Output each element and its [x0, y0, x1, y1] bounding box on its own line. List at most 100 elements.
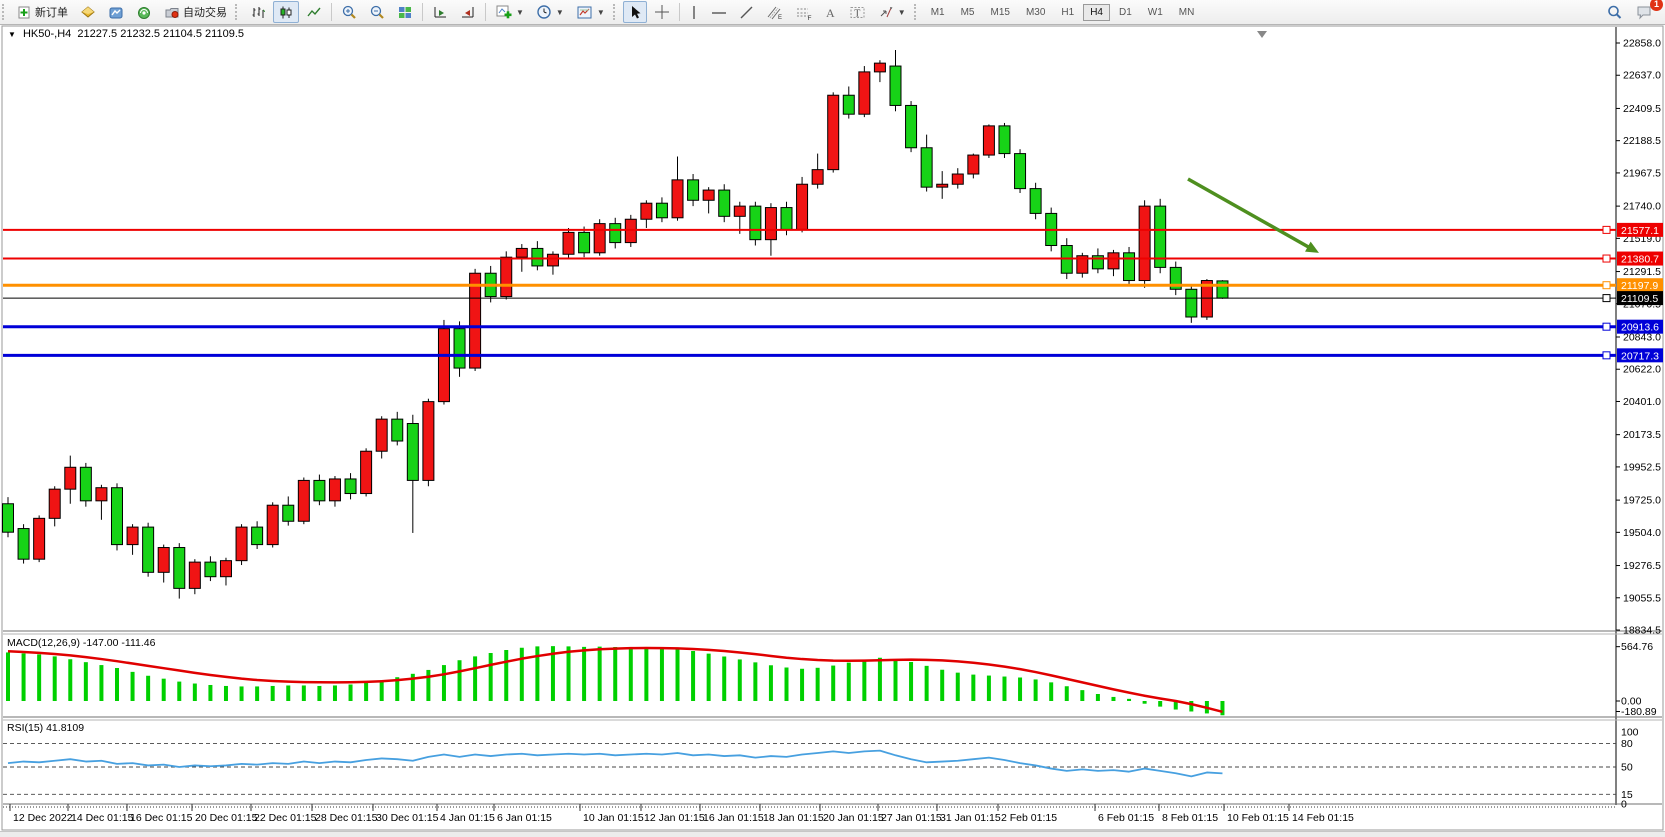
chart-area[interactable]: 22858.0 22637.0 22409.5 22188.5 21967.5 21740… [0, 25, 1665, 831]
svg-text:19725.0: 19725.0 [1623, 495, 1661, 507]
line-chart-type-button[interactable] [301, 1, 327, 23]
timeframe-button-d1[interactable]: D1 [1119, 7, 1132, 18]
timeframe-button-m30[interactable]: M30 [1025, 7, 1046, 18]
arrows-caret: ▼ [897, 7, 906, 17]
candle-chart-type-button[interactable] [273, 1, 299, 23]
add-indicator-caret: ▼ [516, 7, 524, 17]
macd-indicator-label: MACD(12,26,9) -147.00 -111.46 [7, 637, 156, 649]
chart-profile-button[interactable] [75, 1, 101, 23]
vertical-line-tool-button[interactable] [684, 1, 704, 23]
svg-text:A: A [826, 6, 835, 20]
fibonacci-tool-button[interactable]: F [790, 1, 817, 23]
svg-text:6 Feb 01:15: 6 Feb 01:15 [1098, 812, 1154, 824]
auto-scroll-button[interactable] [427, 1, 453, 23]
add-indicator-button[interactable]: ▼ [490, 1, 529, 23]
timeframe-group: M1 M5 M15 M30 H1 H4 D1 W1 MN [923, 4, 1203, 21]
profile-icon [80, 5, 96, 20]
chart-title: ▼ HK50-,H4 21227.5 21232.5 21104.5 21109… [8, 28, 244, 40]
arrows-shapes-icon [878, 5, 894, 20]
fibonacci-icon: F [795, 5, 812, 20]
zoom-out-button[interactable] [364, 1, 390, 23]
svg-text:18834.5: 18834.5 [1623, 625, 1661, 637]
period-clock-icon [536, 4, 552, 20]
template-button[interactable]: ▼ [571, 1, 610, 23]
text-tool-button[interactable]: A [819, 1, 842, 23]
candle-chart-icon [278, 5, 294, 20]
candlestick-series [2, 50, 1229, 599]
macd-signal-line [7, 646, 1223, 713]
svg-text:18 Jan 01:15: 18 Jan 01:15 [763, 812, 824, 824]
svg-text:19055.5: 19055.5 [1623, 592, 1661, 604]
svg-text:8 Feb 01:15: 8 Feb 01:15 [1162, 812, 1218, 824]
crosshair-tool-button[interactable] [649, 1, 675, 23]
trend-arrow-annotation[interactable] [1187, 177, 1313, 251]
svg-text:T: T [854, 8, 860, 19]
svg-text:2 Feb 01:15: 2 Feb 01:15 [1001, 812, 1057, 824]
trendline-tool-button[interactable] [734, 1, 759, 23]
chart-shift-marker[interactable] [1257, 31, 1267, 38]
arrows-tool-button[interactable]: ▼ [873, 1, 911, 23]
notifications-button[interactable]: 1 [1630, 0, 1663, 23]
timeframe-button-m1[interactable]: M1 [930, 7, 945, 18]
toolbar-grip[interactable] [235, 4, 242, 20]
svg-text:19276.5: 19276.5 [1623, 560, 1661, 572]
svg-text:16 Jan 01:15: 16 Jan 01:15 [703, 812, 764, 824]
timeframe-button-w1[interactable]: W1 [1147, 7, 1163, 18]
tile-windows-button[interactable] [392, 1, 418, 23]
rsi-indicator-label: RSI(15) 41.8109 [7, 722, 85, 734]
chart-collapse-icon[interactable]: ▼ [8, 30, 16, 39]
rsi-line [7, 749, 1223, 778]
autotrade-button[interactable]: 自动交易 [159, 1, 232, 23]
svg-text:19504.0: 19504.0 [1623, 527, 1661, 539]
autotrade-label: 自动交易 [183, 7, 227, 19]
svg-text:21380.7: 21380.7 [1621, 254, 1659, 266]
candlestick-chart-canvas[interactable]: 22858.0 22637.0 22409.5 22188.5 21967.5 21740… [0, 25, 1665, 831]
search-icon [1606, 4, 1623, 21]
svg-text:22 Dec 01:15: 22 Dec 01:15 [254, 812, 317, 824]
search-button[interactable] [1601, 1, 1628, 23]
timeframe-button-h4[interactable]: H4 [1083, 4, 1110, 21]
timeframe-button-h1[interactable]: H1 [1061, 7, 1075, 18]
bar-chart-icon [250, 5, 266, 20]
svg-text:15: 15 [1621, 789, 1633, 801]
svg-text:20717.3: 20717.3 [1621, 350, 1659, 362]
text-label-icon: T [849, 5, 866, 20]
toolbar-grip[interactable] [2, 4, 9, 20]
bar-chart-type-button[interactable] [245, 1, 271, 23]
timeframe-button-m15[interactable]: M15 [990, 7, 1010, 18]
channel-tool-button[interactable]: E [761, 1, 788, 23]
svg-text:14 Feb 01:15: 14 Feb 01:15 [1292, 812, 1354, 824]
svg-text:6 Jan 01:15: 6 Jan 01:15 [497, 812, 552, 824]
crosshair-icon [654, 4, 670, 20]
period-button[interactable]: ▼ [531, 1, 569, 23]
cursor-tool-button[interactable] [622, 1, 647, 23]
autotrade-icon [164, 5, 180, 20]
zoom-out-icon [369, 4, 385, 20]
period-caret: ▼ [555, 7, 564, 17]
chart-shift-button[interactable] [455, 1, 481, 23]
timeframe-button-mn[interactable]: MN [1178, 7, 1195, 18]
svg-text:12 Dec 2022: 12 Dec 2022 [13, 812, 73, 824]
timeframe-button-m5[interactable]: M5 [960, 7, 975, 18]
new-order-button[interactable]: 新订单 [12, 1, 73, 23]
signals-button[interactable] [131, 1, 157, 23]
template-caret: ▼ [596, 7, 605, 17]
svg-text:31 Jan 01:15: 31 Jan 01:15 [940, 812, 1001, 824]
line-chart-icon [306, 5, 322, 20]
signals-icon [136, 5, 152, 20]
toolbar-grip[interactable] [913, 4, 921, 20]
zoom-in-button[interactable] [336, 1, 362, 23]
svg-text:22858.0: 22858.0 [1623, 38, 1661, 50]
svg-text:-180.89: -180.89 [1621, 706, 1657, 718]
svg-text:10 Jan 01:15: 10 Jan 01:15 [583, 812, 644, 824]
market-watch-button[interactable] [103, 1, 129, 23]
text-label-tool-button[interactable]: T [844, 1, 871, 23]
template-icon [576, 5, 593, 20]
svg-text:20622.0: 20622.0 [1623, 364, 1661, 376]
svg-text:20 Dec 01:15: 20 Dec 01:15 [195, 812, 258, 824]
svg-text:28 Dec 01:15: 28 Dec 01:15 [315, 812, 378, 824]
toolbar-grip[interactable] [612, 4, 620, 20]
horizontal-line-tool-button[interactable] [706, 1, 732, 23]
